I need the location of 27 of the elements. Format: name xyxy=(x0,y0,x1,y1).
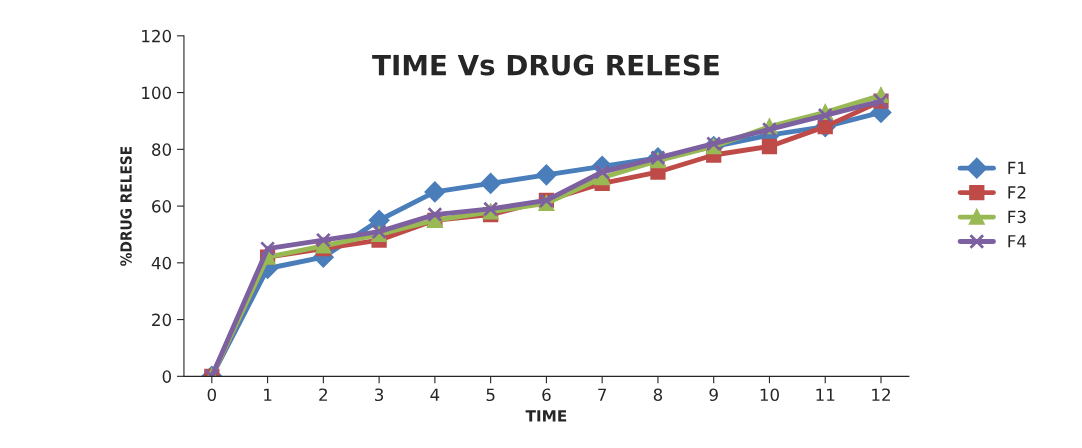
text: TIME Vs DRUG RELESE xyxy=(372,54,719,76)
x-tick-label: 10 xyxy=(760,388,779,402)
x-tick-label: 4 xyxy=(430,388,440,401)
y-tick-label: 60 xyxy=(152,200,172,213)
y-tick-label: 40 xyxy=(151,256,172,270)
legend-label: F2 xyxy=(1008,186,1026,199)
y-tick-label: 0 xyxy=(162,370,172,383)
x-tick-label: 6 xyxy=(542,388,551,402)
x-tick-label: 7 xyxy=(598,388,607,401)
x-tick-label: 3 xyxy=(375,388,384,402)
x-tick-label: 12 xyxy=(872,388,890,401)
y-tick-label: 120 xyxy=(142,29,172,43)
y-axis-title: %DRUG RELESE xyxy=(120,146,132,266)
x-axis-title: TIME xyxy=(525,410,567,422)
legend-label: F1 xyxy=(1008,161,1026,174)
x-tick-label: 1 xyxy=(264,388,272,401)
x-tick-label: 8 xyxy=(653,388,663,402)
y-tick-label: 20 xyxy=(152,313,172,327)
x-tick-label: 2 xyxy=(319,388,327,401)
legend-label: F4 xyxy=(1008,235,1027,248)
legend-label: F3 xyxy=(1008,210,1026,224)
x-tick-label: 5 xyxy=(486,388,495,402)
y-tick-label: 100 xyxy=(142,86,172,100)
x-tick-label: 0 xyxy=(207,388,217,402)
x-tick-label: 11 xyxy=(816,388,835,401)
y-tick-label: 80 xyxy=(152,143,172,156)
x-tick-label: 9 xyxy=(709,388,718,402)
